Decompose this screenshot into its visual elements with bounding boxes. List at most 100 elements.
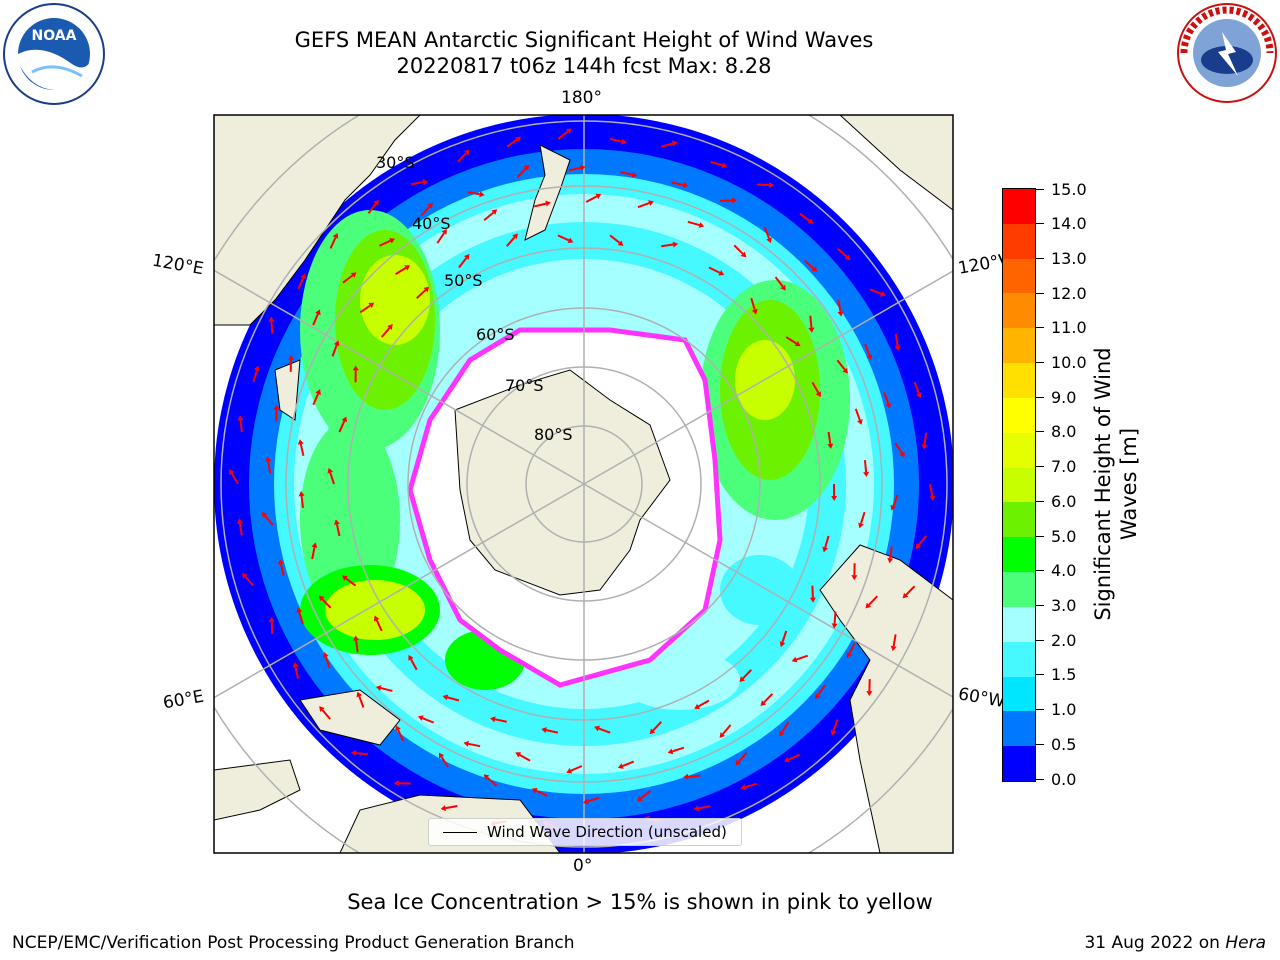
wave-arrow bbox=[268, 316, 275, 334]
wave-arrow bbox=[373, 615, 383, 632]
lat-label-40s: 40°S bbox=[412, 214, 451, 233]
tick-mark bbox=[1036, 466, 1044, 468]
wave-arrow-shaft bbox=[811, 381, 820, 394]
colorbar-segment bbox=[1003, 641, 1035, 677]
colorbar-tick: 1.5 bbox=[1036, 665, 1076, 684]
wave-arrow-head bbox=[582, 798, 589, 805]
date-stamp: 31 Aug 2022 on Hera bbox=[1084, 933, 1266, 953]
wave-arrow-head bbox=[341, 416, 348, 423]
wave-arrow-shaft bbox=[458, 257, 468, 269]
wave-arrow-shaft bbox=[447, 696, 460, 702]
wave-arrow-head bbox=[766, 237, 772, 244]
wave-arrow-head bbox=[858, 522, 864, 529]
wave-arrow bbox=[311, 542, 318, 560]
wave-arrow bbox=[784, 753, 800, 763]
wave-arrow-head bbox=[387, 324, 393, 330]
tick-label: 14.0 bbox=[1051, 214, 1087, 234]
wave-arrow-shaft bbox=[817, 684, 826, 696]
wave-arrow-shaft bbox=[708, 266, 721, 274]
wave-arrow-head bbox=[395, 725, 401, 732]
wave-arrow bbox=[297, 439, 305, 457]
wave-arrow-shaft bbox=[869, 288, 882, 295]
wave-arrow bbox=[268, 616, 275, 634]
wave-arrow-shaft bbox=[640, 790, 652, 799]
wave-arrow-head bbox=[863, 471, 870, 478]
wave-arrow-head bbox=[740, 784, 747, 791]
wave-arrow bbox=[277, 559, 285, 576]
wave-arrow-shaft bbox=[298, 612, 304, 625]
wave-arrow-head bbox=[809, 597, 816, 603]
wave-arrow bbox=[750, 297, 758, 315]
colorbar-segment bbox=[1003, 223, 1035, 259]
wave-arrow-shaft bbox=[737, 752, 748, 763]
wave-arrow bbox=[836, 359, 848, 374]
wave-arrow-head bbox=[333, 340, 340, 347]
wave-arrow-shaft bbox=[883, 392, 890, 405]
wave-arrow-head bbox=[356, 691, 363, 698]
wave-arrow bbox=[683, 773, 701, 780]
wave-arrow bbox=[661, 241, 679, 248]
wave-arrow bbox=[883, 392, 892, 409]
wave-arrow-head bbox=[794, 340, 801, 347]
chart-subtitle: 20220817 t06z 144h fcst Max: 8.28 bbox=[396, 54, 772, 78]
wave-arrow-shaft bbox=[836, 359, 846, 371]
wave-arrow bbox=[442, 694, 460, 702]
wave-arrow-head bbox=[739, 676, 746, 682]
wave-arrow-shaft bbox=[358, 695, 365, 708]
land-polygon bbox=[299, 689, 401, 746]
wave-arrow-shaft bbox=[824, 535, 830, 548]
wave-arrow bbox=[379, 238, 395, 247]
wave-arrow-shaft bbox=[397, 729, 405, 742]
wave-arrow-head bbox=[490, 716, 496, 723]
wave-arrow-shaft bbox=[239, 420, 243, 433]
colorbar-segment bbox=[1003, 258, 1035, 294]
wave-arrow bbox=[312, 389, 321, 406]
wave-arrow bbox=[408, 654, 418, 671]
wave-arrow-head bbox=[440, 805, 447, 812]
wave-arrow-shaft bbox=[733, 244, 744, 255]
wave-arrow-shaft bbox=[557, 130, 569, 140]
tick-label: 0.0 bbox=[1051, 769, 1077, 789]
lat-label-50s: 50°S bbox=[444, 271, 483, 290]
wave-arrow-shaft bbox=[803, 259, 815, 270]
wave-arrow-head bbox=[342, 575, 348, 581]
wave-arrow bbox=[490, 716, 507, 723]
wave-arrow-shaft bbox=[467, 191, 480, 196]
wave-arrow-head bbox=[921, 444, 928, 450]
colorbar-segment bbox=[1003, 397, 1035, 433]
colorbar-tick: 0.5 bbox=[1036, 735, 1076, 754]
wave-arrow-head bbox=[890, 504, 897, 511]
noaa-logo-text: NOAA bbox=[32, 28, 77, 44]
wave-arrow bbox=[312, 309, 321, 326]
wave-arrow bbox=[252, 365, 260, 383]
wave-arrow-shaft bbox=[299, 443, 305, 457]
graticule bbox=[214, 115, 953, 853]
wave-arrow bbox=[359, 302, 375, 314]
colorbar-tick: 9.0 bbox=[1036, 388, 1076, 407]
colorbar-segment bbox=[1003, 572, 1035, 607]
wave-arrow-shaft bbox=[585, 195, 598, 203]
wave-blob bbox=[620, 650, 740, 710]
colorbar-tick: 7.0 bbox=[1036, 457, 1076, 476]
wave-arrow-shaft bbox=[395, 267, 407, 276]
wave-arrow-shaft bbox=[811, 585, 814, 598]
land-polygon bbox=[839, 115, 953, 211]
wave-arrow-shaft bbox=[436, 232, 445, 244]
colorbar-segment bbox=[1003, 328, 1035, 364]
wave-arrow bbox=[763, 226, 772, 244]
wave-arrow bbox=[694, 699, 710, 710]
wave-arrow-shaft bbox=[380, 327, 391, 338]
wave-arrow bbox=[739, 669, 753, 682]
wave-arrow-head bbox=[811, 266, 818, 272]
colorbar-label-line2: Waves [m] bbox=[1117, 427, 1141, 541]
wave-arrow-shaft bbox=[300, 495, 305, 509]
wave-arrow-head bbox=[779, 730, 785, 737]
wave-arrow-head bbox=[784, 756, 790, 763]
wave-arrow-head bbox=[866, 354, 873, 361]
wave-arrow-head bbox=[915, 543, 922, 550]
wave-arrow-head bbox=[273, 404, 280, 410]
wave-arrow-shaft bbox=[324, 656, 331, 669]
wave-arrow bbox=[594, 725, 611, 734]
tick-label: 4.0 bbox=[1051, 561, 1077, 581]
wave-arrow-head bbox=[780, 284, 786, 291]
